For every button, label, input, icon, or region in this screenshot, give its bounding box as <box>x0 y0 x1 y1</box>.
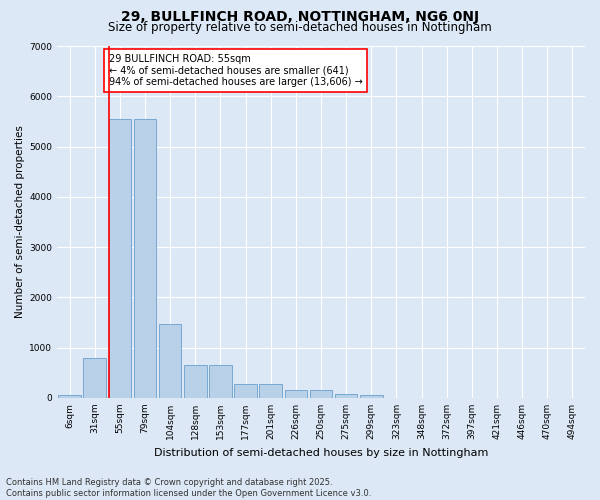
Text: 29 BULLFINCH ROAD: 55sqm
← 4% of semi-detached houses are smaller (641)
94% of s: 29 BULLFINCH ROAD: 55sqm ← 4% of semi-de… <box>109 54 362 86</box>
Bar <box>109 119 131 398</box>
X-axis label: Distribution of semi-detached houses by size in Nottingham: Distribution of semi-detached houses by … <box>154 448 488 458</box>
Bar <box>310 390 332 398</box>
Text: 29, BULLFINCH ROAD, NOTTINGHAM, NG6 0NJ: 29, BULLFINCH ROAD, NOTTINGHAM, NG6 0NJ <box>121 10 479 24</box>
Bar <box>58 396 81 398</box>
Text: Size of property relative to semi-detached houses in Nottingham: Size of property relative to semi-detach… <box>108 22 492 35</box>
Bar <box>184 366 206 398</box>
Y-axis label: Number of semi-detached properties: Number of semi-detached properties <box>15 126 25 318</box>
Bar <box>134 119 157 398</box>
Text: Contains HM Land Registry data © Crown copyright and database right 2025.
Contai: Contains HM Land Registry data © Crown c… <box>6 478 371 498</box>
Bar <box>284 390 307 398</box>
Bar <box>360 396 383 398</box>
Bar <box>335 394 358 398</box>
Bar <box>234 384 257 398</box>
Bar <box>259 384 282 398</box>
Bar <box>209 366 232 398</box>
Bar <box>83 358 106 398</box>
Bar <box>159 324 181 398</box>
